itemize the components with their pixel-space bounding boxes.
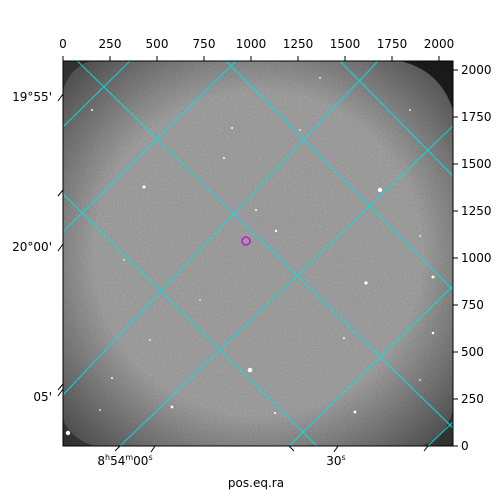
target-marker (241, 236, 251, 246)
right-tick-label: 500 (461, 345, 484, 359)
dec-tick-label: 20°00' (12, 240, 52, 254)
top-tick-label: 1250 (283, 37, 314, 51)
top-tick-label: 750 (193, 37, 216, 51)
ra-tick-label: 8h54m00s (97, 453, 152, 468)
plot-frame (62, 60, 454, 447)
coordinate-grid (63, 61, 453, 446)
top-tick-label: 1500 (330, 37, 361, 51)
right-tick-label: 2000 (461, 63, 492, 77)
right-tick-label: 1750 (461, 110, 492, 124)
x-axis-label: pos.eq.ra (228, 476, 284, 490)
dec-tick-label: 19°55' (12, 90, 52, 104)
ra-axis-ticks (114, 445, 429, 453)
right-tick-label: 1250 (461, 204, 492, 218)
dec-tick-label: 05' (33, 390, 52, 404)
right-tick-label: 1000 (461, 251, 492, 265)
sky-image (63, 61, 453, 446)
right-tick-labels: 0 250 500 750 1000 1250 1500 1750 2000 (461, 63, 492, 453)
top-tick-labels: 0 250 500 750 1000 1250 1500 1750 2000 (59, 37, 454, 51)
dec-axis-ticks (57, 93, 64, 397)
right-tick-label: 250 (461, 392, 484, 406)
top-tick-label: 2000 (424, 37, 455, 51)
top-tick-label: 1000 (236, 37, 267, 51)
top-tick-label: 500 (146, 37, 169, 51)
top-tick-label: 0 (59, 37, 67, 51)
ra-tick-label: 30s (326, 453, 345, 468)
right-axis (453, 69, 458, 447)
stars (65, 77, 435, 436)
right-tick-label: 0 (461, 439, 469, 453)
right-tick-label: 750 (461, 298, 484, 312)
dec-tick-labels: 19°55' 20°00' 05' (12, 90, 52, 404)
top-tick-label: 1750 (377, 37, 408, 51)
top-tick-label: 250 (99, 37, 122, 51)
right-tick-label: 1500 (461, 157, 492, 171)
top-axis (62, 56, 440, 61)
